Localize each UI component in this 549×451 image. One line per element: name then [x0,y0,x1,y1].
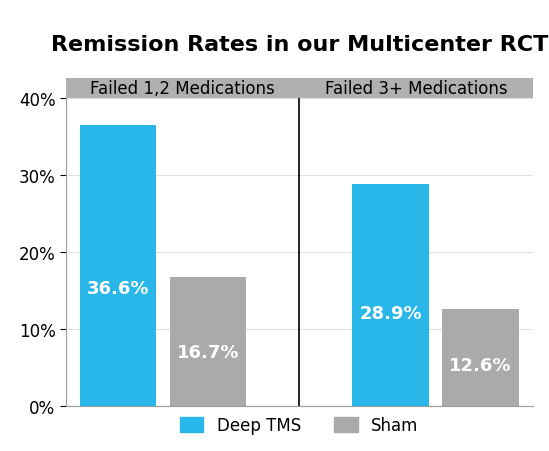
Bar [442,309,519,406]
Bar [299,79,533,99]
Legend: Deep TMS, Sham: Deep TMS, Sham [180,416,418,434]
Text: Failed 1,2 Medications: Failed 1,2 Medications [90,80,275,98]
Text: 28.9%: 28.9% [359,304,422,322]
Text: 12.6%: 12.6% [450,356,512,374]
Text: Remission Rates in our Multicenter RCT: Remission Rates in our Multicenter RCT [51,35,548,55]
Bar [170,278,246,406]
Bar [80,125,156,406]
Text: Failed 3+ Medications: Failed 3+ Medications [324,80,507,98]
Text: 36.6%: 36.6% [87,279,149,297]
Bar [66,79,299,99]
Bar [352,184,429,406]
Text: 16.7%: 16.7% [177,343,239,361]
